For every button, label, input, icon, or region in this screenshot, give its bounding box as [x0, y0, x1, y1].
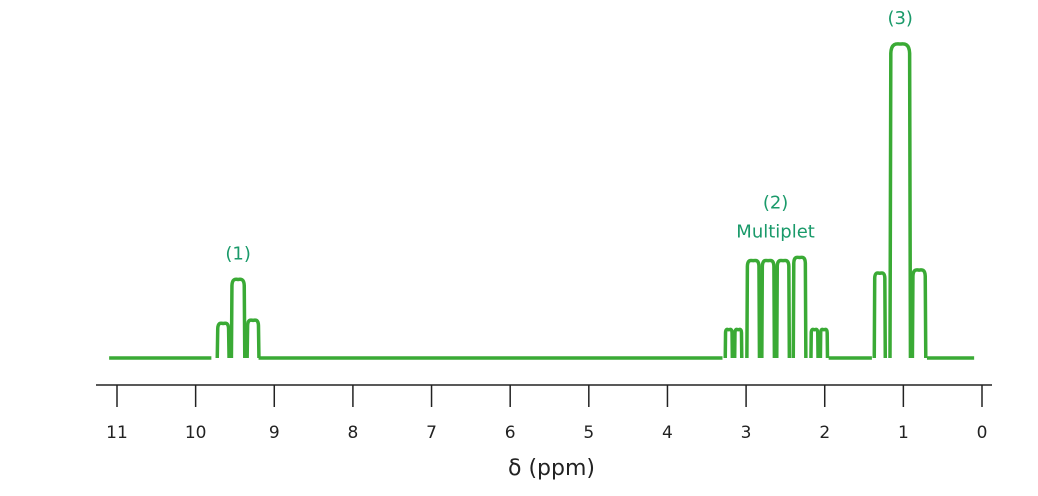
peak-signal-2-1	[723, 327, 735, 359]
x-tick-label-4: 4	[662, 423, 673, 443]
x-tick-label-6: 6	[505, 423, 516, 443]
peak-signal-2-5	[775, 258, 792, 359]
peak-signal-3-3	[910, 268, 928, 359]
x-tick-label-3: 3	[741, 423, 752, 443]
x-tick-label-1: 1	[898, 423, 909, 443]
x-tick-label-11: 11	[106, 423, 128, 443]
x-tick-label-5: 5	[583, 423, 594, 443]
peak-signal-1-3	[245, 318, 261, 359]
signal-2-label-line-1: (2)	[763, 193, 789, 214]
x-tick-label-9: 9	[269, 423, 280, 443]
peak-signal-2-7	[809, 327, 820, 359]
peak-signal-2-4	[760, 258, 777, 359]
peak-label-layer: (1) (2) Multiplet (3)	[225, 8, 913, 265]
peak-signal-3-1	[872, 271, 888, 359]
peak-signal-2-2	[732, 327, 744, 359]
peak-signal-2-6	[791, 255, 808, 359]
x-tick-label-2: 2	[819, 423, 830, 443]
x-tick-label-8: 8	[347, 423, 358, 443]
spectrum-layer	[109, 42, 975, 360]
peak-signal-3-2	[888, 42, 913, 359]
x-tick-label-0: 0	[977, 423, 988, 443]
x-tick-label-10: 10	[185, 423, 207, 443]
peak-signal-2-8	[818, 327, 830, 359]
signal-1-label-line-1: (1)	[225, 244, 251, 265]
x-axis: 11 10 9 8 7 6 5 4 3 2 1 0	[96, 384, 992, 443]
peak-signal-1-1	[215, 321, 231, 359]
x-tick-label-7: 7	[426, 423, 437, 443]
signal-3-label-line-1: (3)	[887, 8, 913, 29]
peak-signal-2-3	[745, 258, 762, 359]
x-axis-title: δ (ppm)	[508, 456, 595, 481]
signal-2-label-line-2: Multiplet	[736, 222, 815, 243]
peak-signal-1-2	[229, 277, 247, 359]
